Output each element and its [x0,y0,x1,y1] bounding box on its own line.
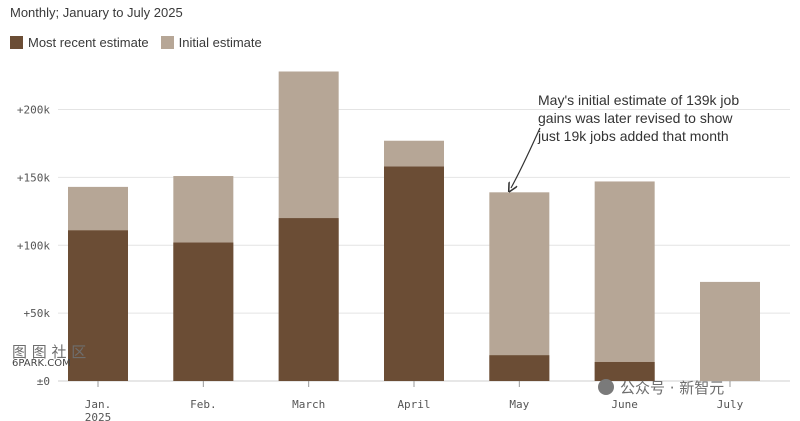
bar-most-recent-estimate [278,218,339,381]
legend-item-initial: Initial estimate [160,35,262,50]
bar-most-recent-estimate [68,230,128,381]
annotation-line-1: May's initial estimate of 139k job [538,92,739,108]
x-tick-label: April [397,398,430,411]
legend-label-recent: Most recent estimate [28,35,149,50]
bar-most-recent-estimate [173,242,234,381]
legend-item-recent: Most recent estimate [10,35,149,50]
bar-initial-estimate [700,281,760,381]
y-tick-label: +200k [17,104,50,117]
bars [68,71,760,381]
y-tick-label: ±0 [37,375,50,388]
x-tick-label: June [611,398,638,411]
x-tick-label: Feb. [190,398,217,411]
x-axis-ticks: Jan.2025 Feb. March April May June July [85,381,744,421]
annotation-arrow [511,127,541,188]
x-tick-label: July [717,398,744,411]
x-tick-label: March [292,398,325,411]
bar-initial-estimate [594,181,655,381]
bar-most-recent-estimate [489,355,550,381]
x-tick-label: May [509,398,529,411]
watermark-6park-chinese: 图 图 社 区 [12,343,86,361]
legend-swatch-initial [160,36,174,49]
wechat-icon [598,379,614,395]
y-tick-label: +150k [17,171,50,184]
legend-swatch-recent [10,36,23,49]
bar-initial-estimate [489,192,550,381]
x-tick-label: Jan. [85,398,112,411]
annotation-line-2: gains was later revised to show [538,110,733,126]
x-tick-label: 2025 [85,411,112,421]
y-tick-label: +50k [24,307,51,320]
y-tick-label: +100k [17,239,50,252]
legend: Most recent estimate Initial estimate [10,35,262,50]
legend-label-initial: Initial estimate [178,35,262,50]
wechat-watermark: 公众号 · 新智元 [598,379,724,397]
bar-most-recent-estimate [384,166,444,381]
annotation-line-3: just 19k jobs added that month [537,128,729,144]
watermark-wechat: 公众号 · 新智元 [620,379,724,397]
y-axis-ticks: ±0 +50k +100k +150k +200k [17,104,50,388]
watermark-6park-latin: 6PARK.COM [12,358,71,369]
bar-most-recent-estimate [594,361,655,381]
chart-subtitle: Monthly; January to July 2025 [10,5,183,20]
